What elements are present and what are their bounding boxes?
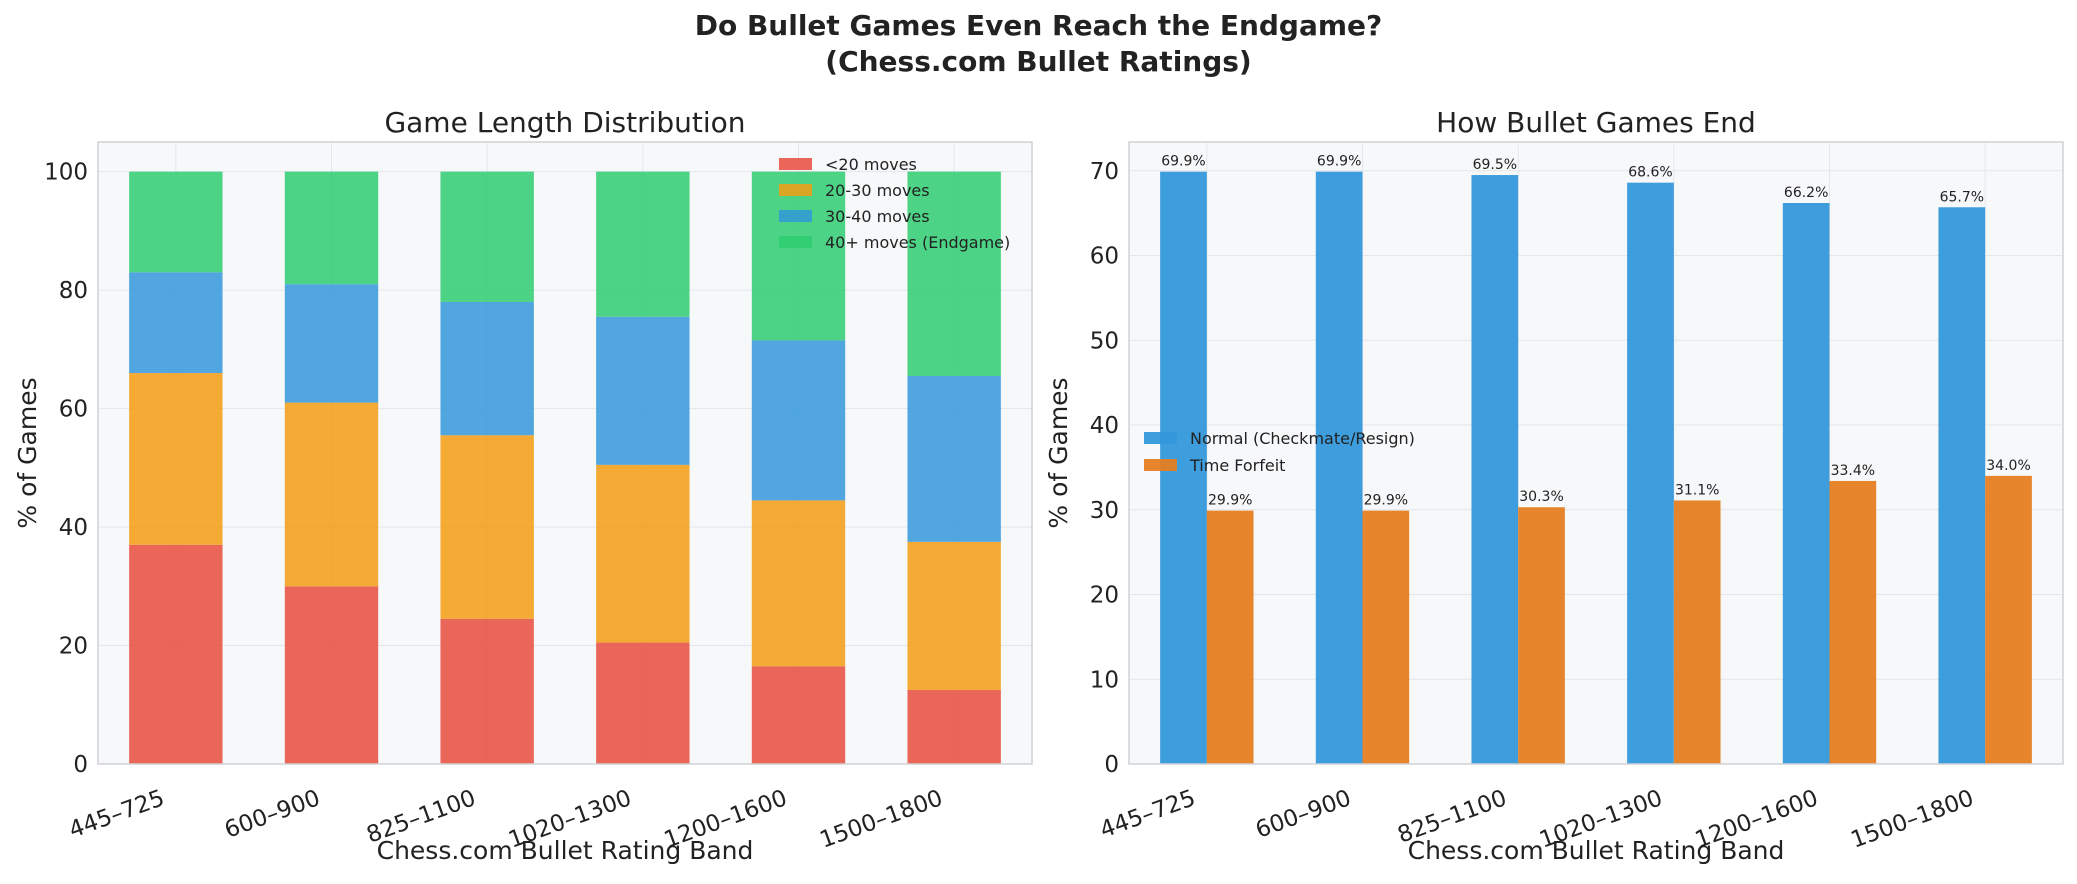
legend-label: 40+ moves (Endgame) xyxy=(825,233,1010,252)
figure-title-line-1: Do Bullet Games Even Reach the Endgame? xyxy=(694,9,1383,42)
bar-value-label: 69.9% xyxy=(1161,154,1205,170)
bar-segment xyxy=(129,544,223,764)
x-axis-label: Chess.com Bullet Rating Band xyxy=(377,836,754,865)
y-tick-label: 40 xyxy=(59,515,88,541)
bar-segment xyxy=(596,316,690,465)
y-tick-label: 60 xyxy=(59,397,88,423)
legend: Normal (Checkmate/Resign) Time Forfeit xyxy=(1144,429,1415,475)
plot-frame xyxy=(1128,141,2064,765)
bar xyxy=(1206,510,1254,764)
y-tick-label: 60 xyxy=(1090,244,1119,270)
bar xyxy=(1938,207,1986,765)
legend-swatch xyxy=(779,236,812,248)
y-tick-label: 20 xyxy=(1090,583,1119,609)
bar-segment xyxy=(596,464,690,643)
bar xyxy=(1518,507,1565,764)
bar-segment xyxy=(440,618,534,764)
legend-label: Time Forfeit xyxy=(1189,456,1285,475)
y-tick-label: 40 xyxy=(1090,413,1119,439)
bar-value-label: 69.5% xyxy=(1473,157,1517,173)
legend-swatch xyxy=(779,184,812,196)
bar-segment xyxy=(129,171,223,273)
bar-segment xyxy=(751,666,846,764)
x-axis-label: Chess.com Bullet Rating Band xyxy=(1408,836,1785,865)
chart-title: How Bullet Games End xyxy=(1436,106,1756,139)
bar-value-label: 31.1% xyxy=(1675,482,1719,498)
bar-value-label: 33.4% xyxy=(1831,463,1875,479)
chart-2: 0 10 20 30 40 50 60 70 69.9% 29.9% 69.9% 29.9% 69.5%… xyxy=(1044,106,2064,865)
bar xyxy=(1471,175,1519,764)
x-tick-label: 600–900 xyxy=(221,785,323,843)
bar-segment xyxy=(440,301,534,436)
bar-segment xyxy=(284,402,379,587)
y-tick-label: 70 xyxy=(1090,159,1119,185)
bar-segment xyxy=(907,171,1001,376)
plot-area xyxy=(1129,142,2063,764)
bar-segment xyxy=(129,272,223,374)
bar-segment xyxy=(751,500,846,667)
bar-value-label: 34.0% xyxy=(1986,458,2030,474)
bar-segment xyxy=(596,171,690,317)
bar-segment xyxy=(440,435,534,619)
legend-label: 20-30 moves xyxy=(825,181,930,200)
legend-swatch xyxy=(779,210,812,222)
bar-segment xyxy=(284,284,379,403)
legend-label: Normal (Checkmate/Resign) xyxy=(1190,429,1415,448)
bar-segment xyxy=(284,171,379,285)
y-tick-label: 20 xyxy=(59,634,88,660)
legend-swatch xyxy=(779,158,812,170)
y-tick-label: 80 xyxy=(59,278,88,304)
bar xyxy=(1829,480,1877,764)
bar-segment xyxy=(907,689,1001,764)
legend: <20 moves 20-30 moves 30-40 moves 40+ moves… xyxy=(779,155,1010,252)
legend-label: <20 moves xyxy=(825,155,917,174)
bar-value-label: 30.3% xyxy=(1519,489,1563,505)
bar xyxy=(1985,475,2032,764)
plot-area xyxy=(98,142,1032,764)
bar-value-label: 29.9% xyxy=(1364,493,1408,509)
bar-value-label: 69.9% xyxy=(1317,154,1361,170)
y-tick-label: 10 xyxy=(1090,667,1119,693)
legend-swatch xyxy=(1144,459,1177,471)
y-tick-label: 50 xyxy=(1090,328,1119,354)
bar-value-label: 68.6% xyxy=(1628,165,1672,181)
bar-segment xyxy=(751,171,846,341)
legend-swatch xyxy=(1144,432,1177,444)
y-tick-label: 30 xyxy=(1090,498,1119,524)
y-tick-label: 0 xyxy=(1104,752,1119,778)
y-axis-label: % of Games xyxy=(13,377,42,528)
bar-value-label: 66.2% xyxy=(1784,185,1828,201)
plot-frame xyxy=(97,141,1033,765)
bar-value-label: 29.9% xyxy=(1208,493,1252,509)
bar xyxy=(1362,510,1410,764)
bar-segment xyxy=(129,373,223,545)
y-tick-label: 100 xyxy=(44,160,88,186)
x-tick-label: 600–900 xyxy=(1252,785,1354,843)
x-tick-label: 1500–1800 xyxy=(1848,785,1978,853)
bar-segment xyxy=(440,171,534,302)
bar-segment xyxy=(907,541,1001,690)
x-tick-label: 445–725 xyxy=(66,785,168,843)
bar-segment xyxy=(284,586,379,764)
y-tick-label: 0 xyxy=(73,752,88,778)
bar xyxy=(1673,500,1721,764)
bar xyxy=(1627,182,1674,764)
bar xyxy=(1315,171,1363,764)
y-axis-label: % of Games xyxy=(1044,377,1073,528)
bar-segment xyxy=(596,642,690,764)
legend-label: 30-40 moves xyxy=(825,207,930,226)
bar-segment xyxy=(751,340,846,501)
x-tick-label: 445–725 xyxy=(1097,785,1199,843)
bar-segment xyxy=(907,375,1001,542)
figure-title: Do Bullet Games Even Reach the Endgame? … xyxy=(0,8,2077,80)
bar xyxy=(1782,203,1830,765)
chart-title: Game Length Distribution xyxy=(384,106,745,139)
bar-value-label: 65.7% xyxy=(1940,189,1984,205)
figure-title-line-2: (Chess.com Bullet Ratings) xyxy=(825,45,1252,78)
x-tick-label: 1500–1800 xyxy=(817,785,947,853)
